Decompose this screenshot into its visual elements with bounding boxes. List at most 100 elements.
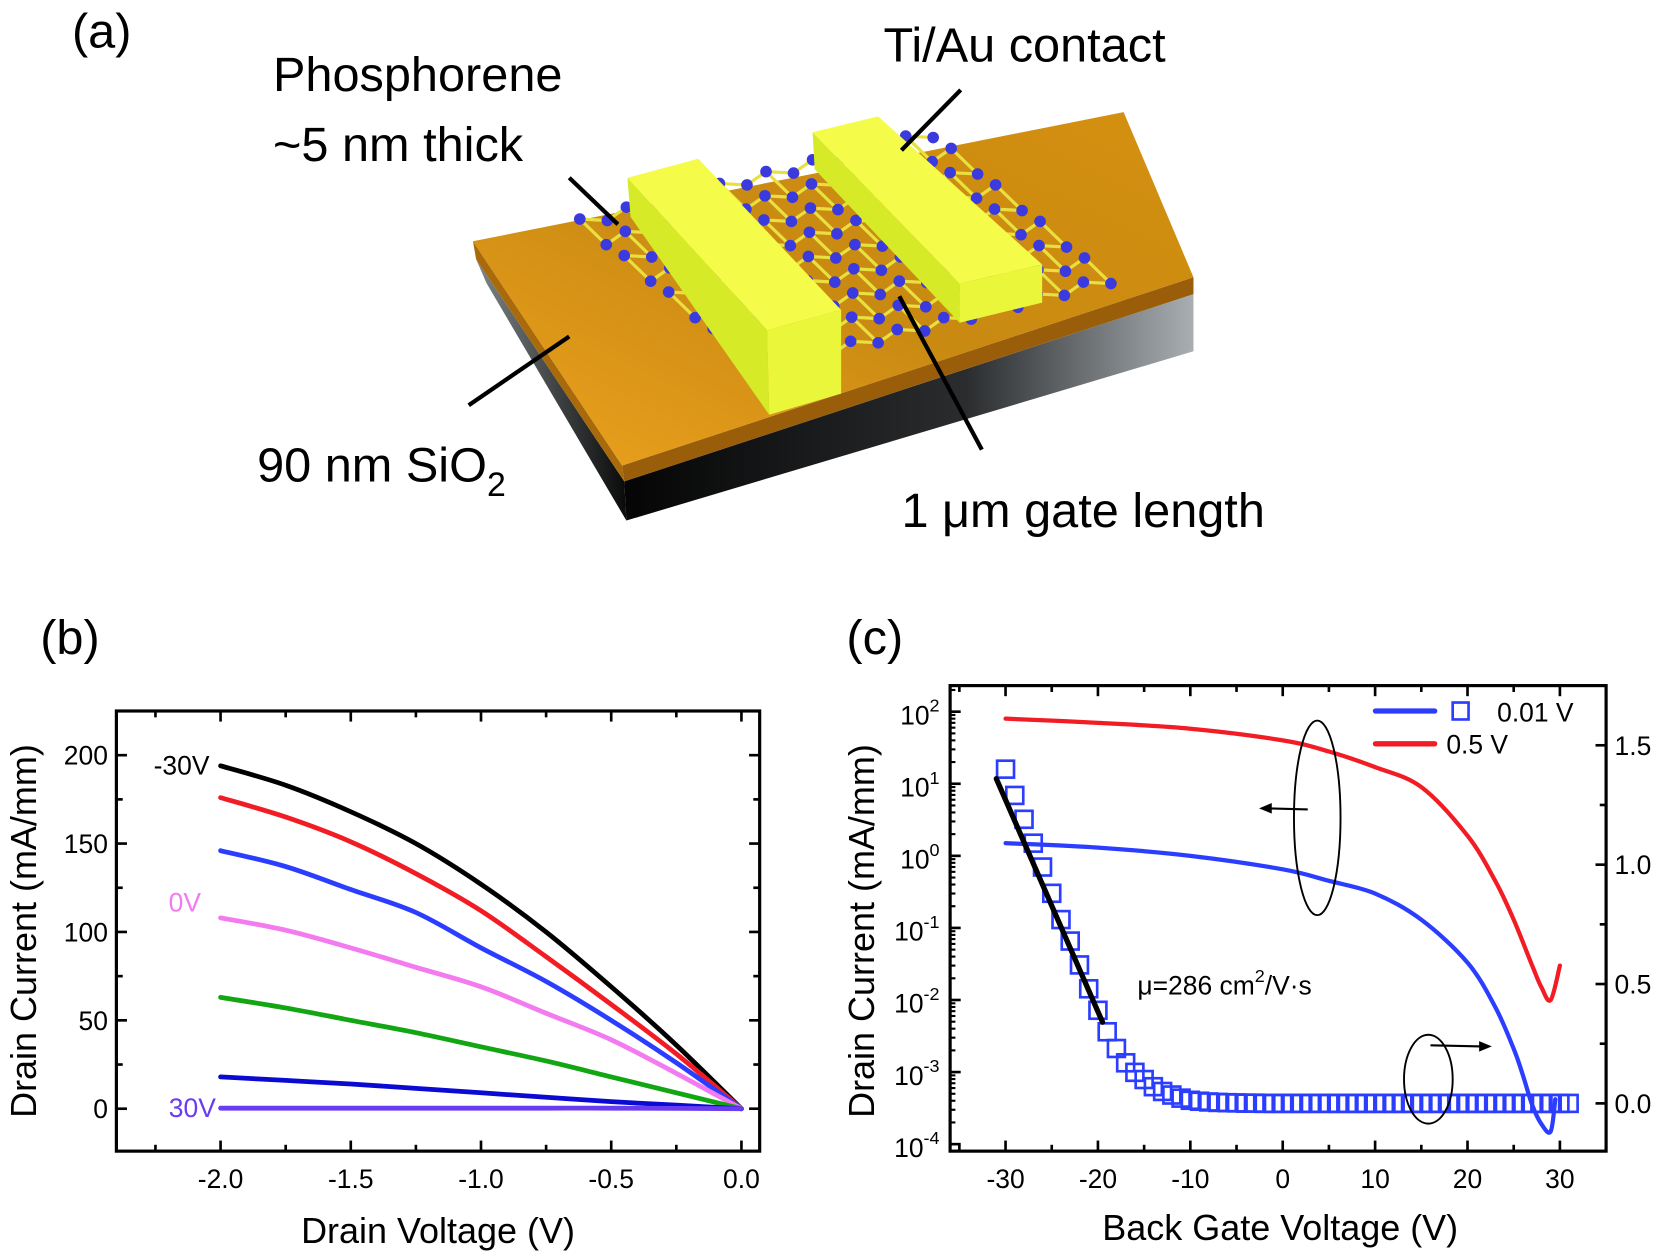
bond xyxy=(578,217,608,246)
phosphorus-atom xyxy=(758,214,770,226)
bond xyxy=(949,171,978,200)
x-axis-label: Drain Voltage (V) xyxy=(301,1210,575,1251)
mobility-text: μ=286 cm xyxy=(1137,971,1254,1001)
series-line-6 xyxy=(218,1105,744,1112)
bond xyxy=(810,182,840,211)
y-tick-label: 100 xyxy=(900,840,939,875)
phosphorus-atom xyxy=(846,287,859,299)
phosphorus-atom xyxy=(787,167,800,179)
axis-indicator-ellipse xyxy=(1403,1033,1454,1125)
x-tick-label: -0.5 xyxy=(588,1164,634,1194)
x-tick-label: 10 xyxy=(1360,1164,1389,1194)
square-marker xyxy=(1559,1093,1579,1114)
x-tick-label: -1.0 xyxy=(458,1164,504,1194)
panel-c-transfer-chart: (c) -30 -20 -10 0 10 20 3010210110010-110-210-… xyxy=(841,611,1651,1248)
panel-a-label: (a) xyxy=(72,5,131,59)
phosphorus-atom xyxy=(970,192,983,205)
curve-label: -30V xyxy=(154,750,210,780)
curve-label: 30V xyxy=(169,1093,216,1123)
y-tick-label: 102 xyxy=(900,696,939,731)
y-tick-base: 10 xyxy=(900,772,929,802)
contact-left xyxy=(627,158,842,415)
phosphorus-atom xyxy=(1059,265,1072,278)
bond xyxy=(993,207,1023,236)
bond xyxy=(1036,268,1066,297)
square-marker xyxy=(1078,979,1099,999)
phosphorus-atom xyxy=(600,238,613,251)
bond xyxy=(994,183,1024,212)
phosphorus-atom xyxy=(619,225,632,238)
phosphorus-atom xyxy=(945,142,957,155)
series-line-4 xyxy=(218,994,744,1112)
arrow-left xyxy=(1267,807,1308,811)
phosphorus-atom xyxy=(845,311,858,323)
y-tick-base: 10 xyxy=(900,845,929,875)
bond xyxy=(1037,244,1067,273)
y2-tick-label: 1.5 xyxy=(1615,731,1652,761)
y-tick-exponent: 1 xyxy=(930,768,940,788)
mobility-unit: /V·s xyxy=(1265,971,1312,1001)
arrow-right xyxy=(1430,1044,1482,1048)
x-tick-label: -30 xyxy=(986,1164,1024,1194)
contact-right xyxy=(812,116,1043,323)
phosphorus-atom xyxy=(919,300,932,313)
y-tick-base: 10 xyxy=(900,700,929,730)
y-tick-exponent: -1 xyxy=(924,912,940,932)
phosphorus-atom xyxy=(803,226,816,239)
legend-swatch-square xyxy=(1451,701,1470,721)
phosphorus-atom xyxy=(848,262,860,275)
square-marker xyxy=(1097,1021,1117,1042)
y-tick-label: 0 xyxy=(93,1094,108,1124)
thickness-label: ~5 nm thick xyxy=(273,118,524,172)
x-tick-label: -20 xyxy=(1079,1164,1117,1194)
bond xyxy=(898,279,927,308)
square-marker xyxy=(1088,1000,1108,1021)
curve-label: 0V xyxy=(169,887,202,917)
panel-c-label: (c) xyxy=(846,611,903,665)
phosphorus-atom xyxy=(759,189,771,202)
phosphorus-atom xyxy=(989,179,1002,191)
series-line-1 xyxy=(1003,841,1558,1135)
slope-fit-line xyxy=(993,776,1106,1025)
phosphorus-atom xyxy=(988,203,1001,215)
legend-entry: 0.5 V xyxy=(1446,729,1508,759)
y-tick-label: 150 xyxy=(64,829,108,859)
y-tick-label: 10-2 xyxy=(894,984,939,1019)
panel-b-output-chart: (b) -2.0 -1.5 -1.0 -0.5 0.0 0 50 100 150 200 -30V 0… xyxy=(3,611,762,1251)
bond xyxy=(851,291,881,320)
y-tick-exponent: -4 xyxy=(924,1128,940,1148)
phosphorus-atom xyxy=(872,336,884,349)
phosphorus-atom xyxy=(891,323,904,336)
x-tick-label: 0.0 xyxy=(723,1164,760,1194)
phosphorus-atom xyxy=(1105,277,1117,290)
phosphorus-atom xyxy=(689,311,701,324)
phosphorus-atom xyxy=(831,227,843,240)
x-tick-label: -2.0 xyxy=(198,1164,244,1194)
contact-label: Ti/Au contact xyxy=(883,18,1166,72)
bond xyxy=(764,170,794,199)
series-line-0 xyxy=(1003,716,1563,1003)
phosphorus-atom xyxy=(785,215,798,228)
mobility-exponent: 2 xyxy=(1255,966,1265,986)
bond xyxy=(1038,220,1068,249)
phosphorus-atom xyxy=(971,168,984,180)
phosphorus-atom xyxy=(760,165,772,178)
y-tick-label: 10-4 xyxy=(894,1128,939,1163)
gate-length-label: 1 μm gate length xyxy=(901,484,1264,538)
phosphorene-label: Phosphorene xyxy=(273,48,562,102)
phosphorus-atom xyxy=(804,202,817,214)
phosphorus-atom xyxy=(893,275,906,287)
phosphorus-atom xyxy=(1033,239,1045,252)
arrow-left-icon xyxy=(1259,803,1272,814)
y-tick-base: 10 xyxy=(894,917,923,947)
panel-b-label: (b) xyxy=(40,611,99,665)
y-tick-exponent: -2 xyxy=(924,984,940,1004)
x-tick-label: 0 xyxy=(1275,1164,1290,1194)
phosphorus-atom xyxy=(784,239,797,252)
phosphorus-atom xyxy=(573,213,586,225)
bond xyxy=(624,230,653,259)
phosphorus-atom xyxy=(850,214,862,227)
series-line-0 xyxy=(218,763,744,1112)
y-tick-label: 200 xyxy=(64,741,108,771)
